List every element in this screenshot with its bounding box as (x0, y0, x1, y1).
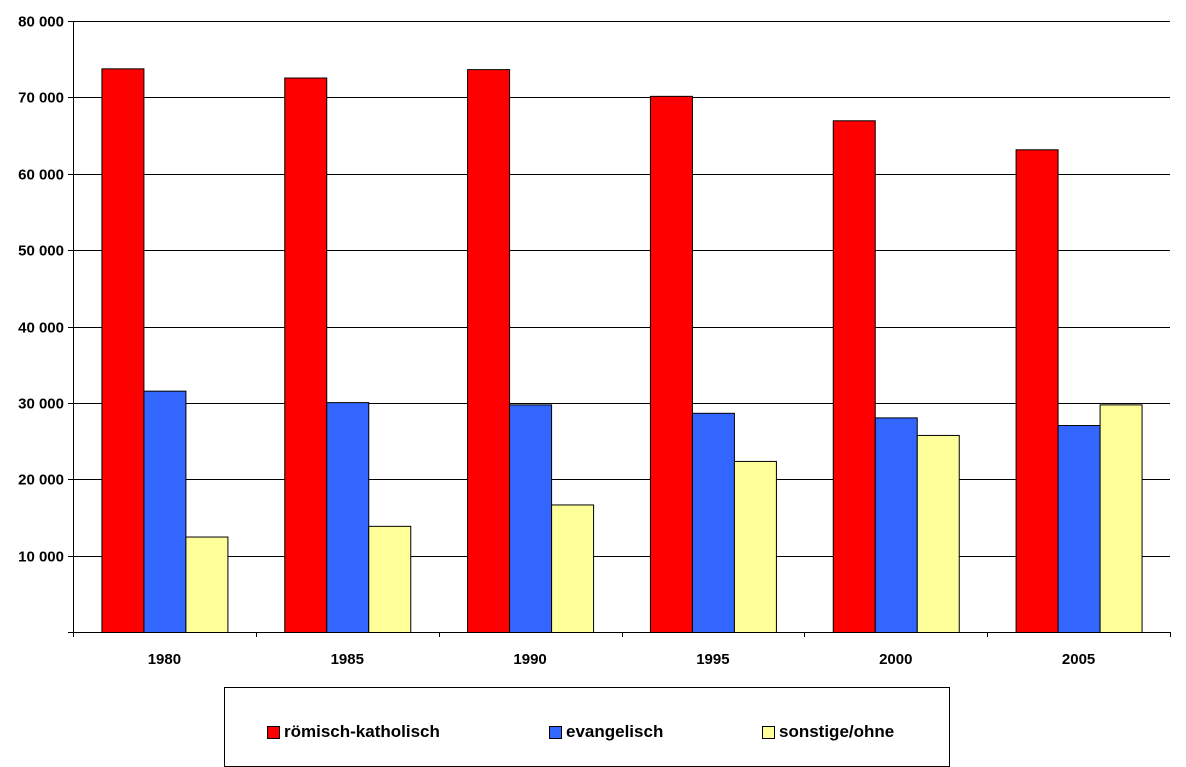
y-axis-ticks: 10 000 20 000 30 000 40 000 50 000 60 000 70 0… (18, 14, 73, 566)
x-tick-label: 1980 (148, 651, 181, 668)
bar-r-misch-katholisch-2000 (832, 120, 876, 633)
y-tick-label: 10 000 (18, 549, 64, 566)
legend-swatch-sonstige-ohne (762, 725, 775, 739)
bar-evangelisch-1990 (509, 404, 553, 633)
bar-sonstige-ohne-1985 (368, 525, 412, 633)
x-tick-label: 1995 (696, 651, 729, 668)
bar-evangelisch-2000 (874, 417, 918, 634)
bar-sonstige-ohne-1990 (551, 504, 595, 633)
y-tick-label: 20 000 (18, 472, 64, 489)
legend-label-evangelisch: evangelisch (566, 722, 664, 741)
x-axis-ticks: 1980 1985 1990 1995 2000 2005 (73, 632, 1171, 668)
legend-swatch-evangelisch (549, 725, 562, 739)
y-tick-label: 40 000 (18, 320, 64, 337)
bar-chart: 10 000 20 000 30 000 40 000 50 000 60 000 70 0… (18, 14, 1171, 668)
x-tick-label: 1985 (331, 651, 364, 668)
bar-evangelisch-1995 (691, 412, 735, 633)
x-tick-label: 2005 (1062, 651, 1095, 668)
bar-r-misch-katholisch-1995 (649, 95, 693, 634)
x-tick-label: 1990 (513, 651, 546, 668)
bar-r-misch-katholisch-1985 (284, 77, 328, 633)
y-tick-label: 50 000 (18, 243, 64, 260)
bar-r-misch-katholisch-2005 (1015, 149, 1059, 633)
bar-r-misch-katholisch-1980 (101, 68, 145, 634)
legend-item-roemisch-katholisch: römisch-katholisch (267, 722, 440, 742)
y-tick-label: 60 000 (18, 167, 64, 184)
bar-evangelisch-2005 (1057, 425, 1101, 633)
legend-item-evangelisch: evangelisch (549, 722, 663, 742)
bar-r-misch-katholisch-1990 (467, 69, 511, 633)
legend-label-sonstige-ohne: sonstige/ohne (779, 722, 895, 741)
legend-swatch-roemisch-katholisch (267, 725, 280, 739)
axes (68, 21, 1170, 633)
bar-evangelisch-1985 (326, 402, 370, 633)
legend-label-roemisch-katholisch: römisch-katholisch (284, 722, 440, 741)
legend-item-sonstige-ohne: sonstige/ohne (762, 722, 894, 742)
bars (101, 68, 1143, 634)
bar-sonstige-ohne-2005 (1099, 404, 1143, 633)
y-tick-label: 80 000 (18, 14, 64, 31)
gridlines (73, 21, 1170, 557)
x-tick-label: 2000 (879, 651, 912, 668)
bar-sonstige-ohne-1995 (733, 460, 777, 634)
bar-sonstige-ohne-2000 (916, 434, 960, 634)
y-tick-label: 30 000 (18, 396, 64, 413)
bar-sonstige-ohne-1980 (185, 536, 229, 633)
bar-evangelisch-1980 (143, 390, 187, 633)
legend: römisch-katholisch evangelisch sonstige/… (224, 687, 950, 767)
y-tick-label: 70 000 (18, 90, 64, 107)
